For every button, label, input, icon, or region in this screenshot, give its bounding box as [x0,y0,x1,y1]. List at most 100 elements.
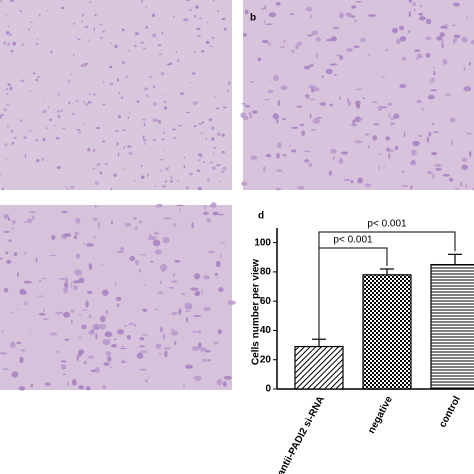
stained-cell [154,249,162,255]
stained-cell [32,72,36,75]
stained-cell [144,141,146,146]
annotation: p< 0.001 [367,219,407,230]
stained-cell [0,0,3,2]
stained-cell [310,14,312,19]
stained-cell [378,153,382,156]
x-tick-label: antii-PADI2 si-RNA [276,394,327,474]
stained-cell [6,92,9,96]
stained-cell [277,142,282,149]
stained-cell [145,379,148,383]
stained-cell [28,211,36,214]
stained-cell [204,349,211,353]
stained-cell [134,44,137,48]
stained-cell [220,242,226,244]
stained-cell [24,154,27,158]
stained-cell [60,363,67,370]
stained-cell [429,78,432,85]
stained-cell [468,150,472,158]
stained-cell [453,2,460,7]
stained-cell [88,263,93,270]
stained-cell [190,287,199,291]
y-axis-label: Cells number per view [251,259,262,365]
stained-cell [315,37,321,42]
stained-cell [412,1,416,7]
stained-cell [419,5,422,8]
stained-cell [172,223,177,227]
stained-cell [180,92,185,96]
stained-cell [152,102,157,106]
stained-cell [257,57,262,62]
stained-cell [441,38,444,45]
stained-cell [364,183,372,187]
stained-cell [241,181,248,186]
stained-cell [280,85,288,91]
stained-cell [152,239,161,247]
stained-cell [104,162,108,166]
stained-cell [332,26,340,30]
stained-cell [216,164,221,167]
stained-cell [425,53,431,58]
stained-cell [213,95,216,98]
stained-cell [155,118,158,122]
stained-cell [139,269,141,273]
stained-cell [164,180,168,183]
stained-cell [76,354,79,362]
stained-cell [350,15,356,18]
stained-cell [461,164,469,170]
stained-cell [360,37,366,43]
stained-cell [67,79,71,84]
stained-cell [93,93,96,96]
stained-cell [197,342,202,348]
stained-cell [176,58,180,63]
stained-cell [160,159,164,161]
stained-cell [109,82,114,86]
stained-cell [127,116,130,119]
stained-cell [62,127,66,129]
stained-cell [174,260,181,263]
stained-cell [203,275,210,280]
stained-cell [51,234,56,241]
stained-cell [354,116,362,123]
stained-cell [94,14,97,17]
stained-cell [199,153,202,156]
stained-cell [8,239,12,242]
stained-cell [354,140,363,144]
stained-cell [427,94,435,100]
stained-cell [117,329,124,335]
stained-cell [115,129,120,133]
stained-cell [75,253,81,259]
stained-cell [466,85,470,91]
stained-cell [249,81,255,83]
stained-cell [9,86,13,91]
stained-cell [168,286,175,289]
stained-cell [102,385,107,389]
stained-cell [466,132,472,135]
stained-cell [222,166,227,171]
stained-cell [4,143,8,147]
stained-cell [75,37,77,40]
stained-cell [227,89,230,92]
stained-cell [223,106,227,109]
stained-cell [129,256,136,262]
stained-cell [312,118,321,124]
stained-cell [195,5,199,9]
stained-cell [387,149,395,152]
stained-cell [356,88,363,90]
stained-cell [250,155,258,160]
stained-cell [128,322,135,325]
stained-cell [63,287,68,294]
stained-cell [227,81,231,86]
stained-cell [30,383,34,388]
stained-cell [121,345,125,348]
stained-cell [26,218,33,224]
stained-cell [120,246,124,252]
stained-cell [128,49,131,52]
stained-cell [57,114,61,119]
stained-cell [268,80,271,82]
stained-cell [94,204,97,209]
stained-cell [93,235,96,239]
stained-cell [445,93,452,96]
stained-cell [124,167,126,170]
stained-cell [213,341,219,345]
stained-cell [134,226,139,230]
